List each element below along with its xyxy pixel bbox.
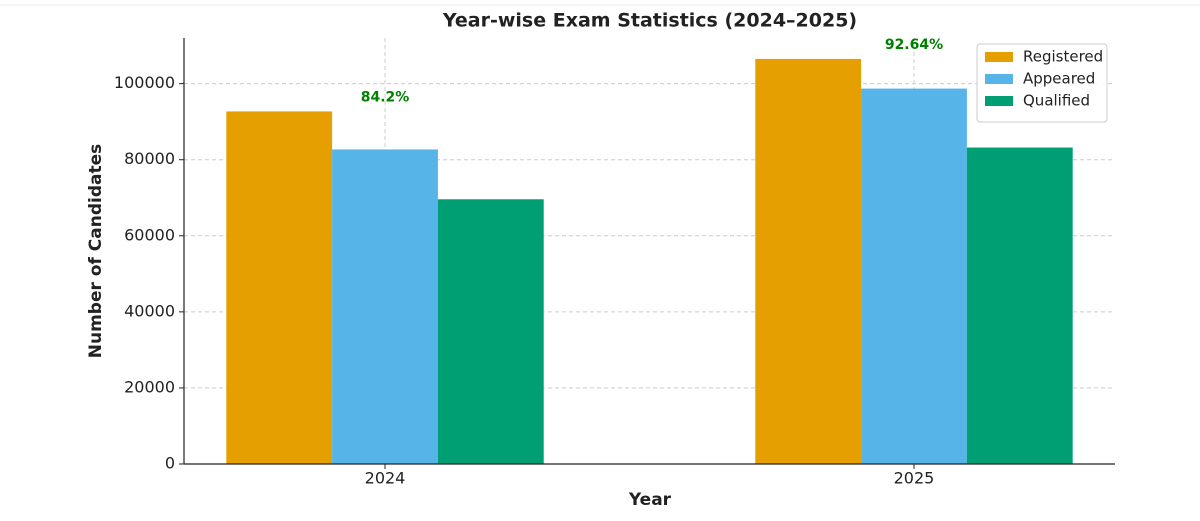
y-axis-label: Number of Candidates	[86, 144, 106, 359]
legend-swatch	[985, 52, 1013, 62]
legend-label: Qualified	[1023, 92, 1090, 110]
legend-swatch	[985, 74, 1013, 84]
x-tick-label: 2024	[365, 469, 406, 488]
y-tick-label: 100000	[114, 73, 175, 92]
y-tick-label: 20000	[124, 377, 175, 396]
annotation: 92.64%	[885, 37, 943, 53]
bar	[437, 199, 544, 464]
bar	[861, 88, 967, 465]
legend-swatch	[985, 96, 1013, 106]
x-tick-label: 2025	[894, 469, 935, 488]
legend-label: Registered	[1023, 48, 1103, 66]
bar	[966, 147, 1073, 465]
annotation: 84.2%	[361, 89, 410, 105]
bar	[755, 58, 862, 464]
legend: Registered Appeared Qualified	[976, 43, 1108, 123]
y-tick-label: 80000	[124, 149, 175, 168]
bar	[332, 149, 438, 464]
y-tick-label: 40000	[124, 301, 175, 320]
legend-label: Appeared	[1023, 70, 1095, 88]
chart-title: Year-wise Exam Statistics (2024–2025)	[442, 10, 857, 32]
y-tick-label: 60000	[124, 225, 175, 244]
bar	[226, 111, 333, 464]
x-axis-label: Year	[628, 490, 672, 510]
y-tick-label: 0	[165, 454, 175, 473]
